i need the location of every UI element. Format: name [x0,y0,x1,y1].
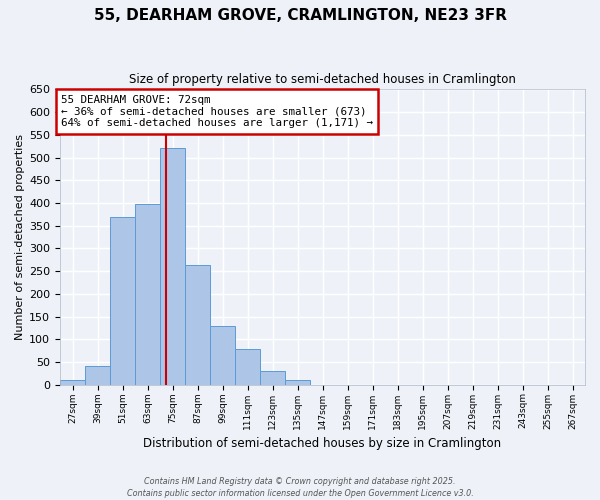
Text: 55, DEARHAM GROVE, CRAMLINGTON, NE23 3FR: 55, DEARHAM GROVE, CRAMLINGTON, NE23 3FR [94,8,506,22]
X-axis label: Distribution of semi-detached houses by size in Cramlington: Distribution of semi-detached houses by … [143,437,502,450]
Text: Contains HM Land Registry data © Crown copyright and database right 2025.
Contai: Contains HM Land Registry data © Crown c… [127,476,473,498]
Y-axis label: Number of semi-detached properties: Number of semi-detached properties [15,134,25,340]
Bar [211,326,235,384]
Title: Size of property relative to semi-detached houses in Cramlington: Size of property relative to semi-detach… [129,72,516,86]
Bar [61,380,85,384]
Bar [185,265,209,384]
Bar [235,349,260,384]
Bar [85,366,110,384]
Bar [260,371,284,384]
Bar [136,204,160,384]
Bar [160,148,185,384]
Bar [286,380,310,384]
Bar [110,216,134,384]
Text: 55 DEARHAM GROVE: 72sqm
← 36% of semi-detached houses are smaller (673)
64% of s: 55 DEARHAM GROVE: 72sqm ← 36% of semi-de… [61,95,373,128]
